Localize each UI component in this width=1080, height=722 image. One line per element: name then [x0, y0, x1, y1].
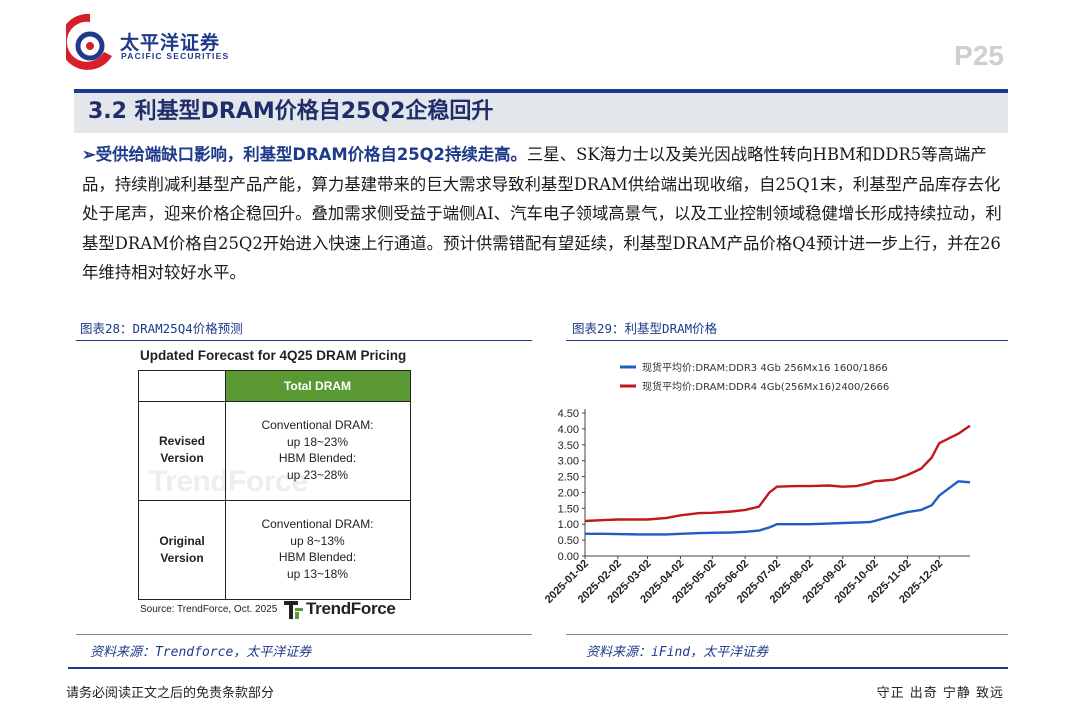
source-note-right: 资料来源：iFind，太平洋证券	[586, 645, 769, 660]
footer-rule	[68, 667, 1008, 669]
y-tick-label: 0.50	[558, 535, 579, 547]
row-label-revised: Revised Version	[139, 433, 225, 467]
trendforce-logo-text: TrendForce	[306, 599, 396, 618]
forecast-table: TrendForce Total DRAM Revised Version Co…	[138, 370, 411, 600]
paragraph-lead: 受供给端缺口影响，利基型DRAM价格自25Q2持续走高。	[95, 145, 527, 164]
chart-legend: 现货平均价:DRAM:DDR3 4Gb 256Mx16 1600/1866 现货…	[620, 361, 889, 393]
source-note-left: 资料来源：Trendforce，太平洋证券	[90, 645, 312, 660]
y-tick-label: 4.00	[558, 424, 579, 436]
paragraph-body: 三星、SK海力士以及美光因战略性转向HBM和DDR5等高端产品，持续削减利基型产…	[82, 145, 1002, 282]
trendforce-logo-icon	[284, 601, 303, 619]
trendforce-logo: TrendForce	[284, 599, 396, 623]
table-header-blank	[139, 371, 225, 401]
table-vertical-divider	[225, 371, 226, 599]
figure-caption-left: 图表28：DRAM25Q4价格预测	[80, 321, 243, 336]
footer-disclaimer: 请务必阅读正文之后的免责条款部分	[66, 686, 275, 701]
figure-bottom-rule-right	[566, 634, 1008, 635]
trendforce-watermark: TrendForce	[149, 465, 308, 498]
y-tick-label: 1.50	[558, 503, 579, 515]
cell-line: HBM Blended:	[278, 550, 357, 564]
y-tick-label: 3.00	[558, 456, 579, 468]
company-logo-icon	[66, 13, 112, 70]
row-label-line: Version	[160, 451, 204, 465]
company-name-cn: 太平洋证券	[120, 32, 221, 54]
cell-line: Conventional DRAM:	[261, 517, 374, 531]
table-divider	[139, 500, 410, 501]
table-column-header: Total DRAM	[225, 371, 410, 401]
legend-label-ddr4: 现货平均价:DRAM:DDR4 4Gb(256Mx16)2400/2666	[642, 380, 889, 393]
y-tick-label: 3.50	[558, 440, 579, 452]
section-title-bar	[74, 89, 1008, 133]
series-line-ddr3	[585, 480, 971, 536]
page-number: P25	[954, 40, 1004, 71]
dram-price-line-chart: 现货平均价:DRAM:DDR3 4Gb 256Mx16 1600/1866 现货…	[543, 361, 971, 606]
y-tick-label: 4.50	[558, 408, 579, 420]
cell-line: up 8~13%	[290, 533, 345, 548]
table-cell-original: Conventional DRAM: up 8~13% HBM Blended:…	[225, 516, 410, 582]
series-line-ddr4	[584, 424, 971, 523]
row-label-line: Revised	[158, 434, 206, 448]
cell-line: up 13~18%	[286, 566, 349, 581]
cell-line: HBM Blended:	[278, 451, 357, 465]
y-tick-label: 0.00	[558, 551, 579, 563]
row-label-line: Version	[160, 551, 204, 565]
cell-line: up 18~23%	[286, 434, 349, 449]
y-tick-label: 2.00	[558, 487, 579, 499]
body-paragraph: ➢受供给端缺口影响，利基型DRAM价格自25Q2持续走高。三星、SK海力士以及美…	[82, 140, 1007, 288]
cell-line: up 23~28%	[286, 467, 349, 482]
section-title: 3.2 利基型DRAM价格自25Q2企稳回升	[88, 99, 494, 124]
y-tick-label: 2.50	[558, 472, 579, 484]
table-cell-revised: Conventional DRAM: up 18~23% HBM Blended…	[225, 417, 410, 483]
figure-top-rule-left	[76, 340, 532, 341]
table-divider	[139, 401, 410, 402]
legend-label-ddr3: 现货平均价:DRAM:DDR3 4Gb 256Mx16 1600/1866	[642, 361, 888, 374]
forecast-image-title: Updated Forecast for 4Q25 DRAM Pricing	[140, 348, 407, 363]
row-label-line: Original	[159, 534, 205, 548]
cell-line: Conventional DRAM:	[261, 418, 374, 432]
chart-plot-area	[584, 424, 971, 536]
y-tick-label: 1.00	[558, 519, 579, 531]
footer-motto: 守正 出奇 宁静 致远	[876, 686, 1004, 701]
row-label-original: Original Version	[139, 533, 225, 567]
figure-top-rule-right	[566, 340, 1008, 341]
figure-bottom-rule-left	[76, 634, 532, 635]
figure-caption-right: 图表29：利基型DRAM价格	[572, 321, 718, 336]
company-name-en: PACIFIC SECURITIES	[121, 51, 230, 61]
bullet-arrow-icon: ➢	[82, 145, 96, 164]
image-source-note: Source: TrendForce, Oct. 2025	[140, 604, 278, 615]
